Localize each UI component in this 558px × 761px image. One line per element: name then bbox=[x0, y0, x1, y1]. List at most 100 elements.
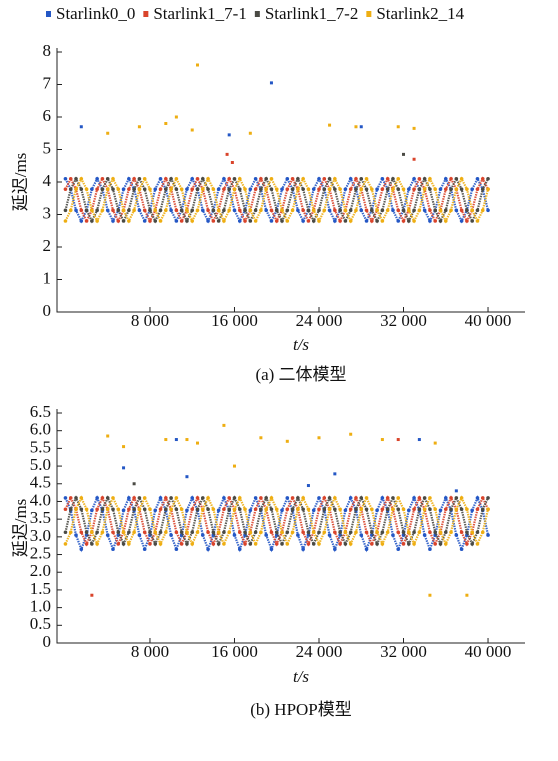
outlier-point bbox=[285, 439, 289, 443]
point bbox=[79, 176, 84, 181]
point bbox=[142, 187, 147, 191]
point bbox=[158, 219, 163, 223]
outlier-point bbox=[196, 63, 200, 67]
chart-title: (a) 二体模型 bbox=[255, 365, 346, 384]
point bbox=[274, 542, 279, 546]
point bbox=[354, 176, 358, 181]
point bbox=[438, 219, 443, 223]
point bbox=[354, 187, 358, 191]
x-axis-label: t/s bbox=[293, 667, 309, 686]
point bbox=[164, 496, 168, 500]
point bbox=[290, 530, 295, 535]
outlier-point bbox=[164, 438, 168, 442]
point bbox=[348, 507, 353, 512]
point bbox=[237, 507, 242, 512]
point bbox=[465, 542, 469, 546]
point bbox=[396, 219, 401, 223]
point bbox=[227, 496, 231, 500]
point bbox=[327, 507, 332, 512]
point bbox=[206, 219, 210, 223]
point bbox=[195, 530, 200, 535]
point bbox=[211, 507, 216, 512]
point bbox=[90, 219, 94, 223]
x-tick-label: 16 000 bbox=[211, 642, 258, 661]
point bbox=[222, 542, 226, 546]
point bbox=[306, 530, 311, 535]
point bbox=[396, 530, 401, 535]
point bbox=[438, 187, 443, 191]
point bbox=[222, 496, 226, 500]
point bbox=[301, 176, 305, 181]
point bbox=[301, 496, 305, 500]
point bbox=[237, 219, 242, 223]
point bbox=[169, 496, 173, 500]
outlier-point bbox=[333, 472, 337, 476]
point bbox=[306, 542, 311, 546]
point bbox=[84, 542, 89, 546]
point bbox=[169, 208, 173, 213]
point bbox=[354, 496, 358, 500]
point bbox=[164, 176, 168, 181]
point bbox=[200, 496, 205, 500]
point bbox=[422, 533, 427, 537]
x-tick-label: 24 000 bbox=[296, 642, 343, 661]
point bbox=[486, 496, 490, 500]
point bbox=[222, 208, 226, 213]
point bbox=[179, 530, 184, 535]
point bbox=[121, 187, 126, 191]
point bbox=[105, 507, 110, 512]
point bbox=[95, 219, 99, 223]
outlier-point bbox=[417, 438, 421, 442]
point bbox=[449, 187, 453, 191]
point bbox=[90, 530, 94, 535]
point bbox=[422, 187, 427, 191]
point bbox=[290, 496, 295, 500]
point bbox=[90, 542, 94, 546]
point bbox=[311, 208, 316, 213]
point bbox=[412, 507, 416, 512]
point bbox=[169, 176, 173, 181]
point bbox=[142, 507, 147, 512]
point bbox=[333, 187, 337, 191]
point bbox=[486, 208, 490, 213]
point bbox=[222, 187, 226, 191]
point bbox=[137, 533, 142, 537]
legend-swatch bbox=[143, 11, 149, 17]
point bbox=[111, 187, 115, 191]
point bbox=[253, 187, 258, 191]
point bbox=[280, 208, 284, 213]
point bbox=[449, 507, 453, 512]
point bbox=[396, 547, 401, 552]
point bbox=[68, 530, 73, 535]
point bbox=[380, 187, 385, 191]
y-tick-label: 5 bbox=[43, 138, 52, 157]
point bbox=[401, 542, 406, 546]
y-tick-label: 3 bbox=[43, 203, 52, 222]
point bbox=[443, 187, 448, 191]
point bbox=[296, 176, 300, 181]
point bbox=[253, 542, 258, 546]
point bbox=[433, 187, 438, 191]
point bbox=[338, 530, 342, 535]
point bbox=[306, 507, 311, 512]
point bbox=[185, 530, 189, 535]
point bbox=[95, 530, 99, 535]
point bbox=[259, 187, 263, 191]
point bbox=[412, 176, 416, 181]
point bbox=[391, 507, 395, 512]
point bbox=[475, 496, 480, 500]
point bbox=[148, 533, 152, 537]
point bbox=[216, 208, 221, 213]
point bbox=[174, 530, 179, 535]
point bbox=[90, 508, 94, 513]
point bbox=[428, 187, 432, 191]
point bbox=[148, 530, 152, 535]
point bbox=[364, 496, 369, 500]
point bbox=[243, 530, 247, 535]
y-tick-label: 0 bbox=[43, 301, 52, 320]
legend-label: Starlink0_0 bbox=[56, 4, 135, 23]
point bbox=[348, 219, 353, 223]
point bbox=[116, 187, 121, 191]
point bbox=[449, 176, 453, 181]
point bbox=[465, 530, 469, 535]
